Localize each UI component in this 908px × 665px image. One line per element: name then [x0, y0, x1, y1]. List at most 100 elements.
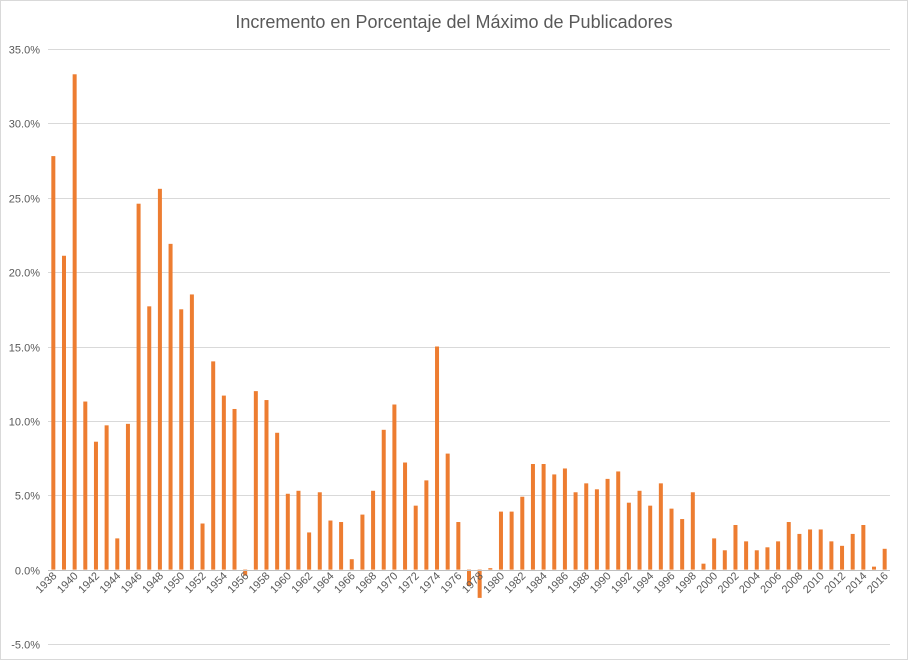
bar-1988 — [584, 483, 589, 570]
x-tick-label: 2002 — [716, 570, 742, 596]
x-tick-label: 1986 — [545, 570, 571, 596]
bar-1991 — [616, 471, 621, 570]
x-tick-label: 1946 — [119, 570, 145, 596]
bar-1994 — [648, 505, 653, 570]
bar-2003 — [744, 541, 749, 570]
bar-1964 — [328, 520, 333, 570]
x-tick-label: 1942 — [76, 570, 102, 596]
bar-1975 — [445, 453, 450, 570]
bar-2015 — [872, 566, 877, 570]
x-tick-label: 1992 — [609, 570, 635, 596]
x-tick-label: 2008 — [780, 570, 806, 596]
bar-2000 — [712, 538, 717, 570]
bar-1957 — [253, 391, 258, 570]
bar-1943 — [104, 425, 109, 570]
bar-1984 — [541, 464, 546, 570]
bar-1969 — [381, 429, 386, 570]
bar-2011 — [829, 541, 834, 570]
bar-1945 — [125, 423, 130, 570]
bar-1941 — [83, 401, 88, 570]
bar-1947 — [147, 306, 152, 570]
bar-1953 — [211, 361, 216, 570]
x-tick-label: 2006 — [758, 570, 784, 596]
bar-1966 — [349, 559, 354, 570]
x-tick-label: 1952 — [183, 570, 209, 596]
x-tick-label: 1974 — [417, 570, 443, 596]
gridlines — [48, 49, 890, 645]
bar-1973 — [424, 480, 429, 570]
bar-1944 — [115, 538, 120, 570]
x-tick-label: 1994 — [631, 570, 657, 596]
y-tick-label: 0.0% — [15, 566, 40, 578]
bar-1976 — [456, 522, 461, 570]
bar-1968 — [371, 490, 376, 570]
x-tick-label: 1966 — [332, 570, 358, 596]
bar-1981 — [509, 511, 514, 570]
x-tick-label: 2004 — [737, 570, 763, 596]
x-tick-label: 2010 — [801, 570, 827, 596]
x-tick-label: 1944 — [98, 570, 124, 596]
bar-2008 — [797, 533, 802, 570]
bar-2007 — [786, 522, 791, 570]
bar-1989 — [594, 489, 599, 570]
x-tick-label: 1964 — [311, 570, 337, 596]
bar-1938 — [51, 156, 56, 570]
bar-2009 — [808, 529, 813, 570]
bar-1977 — [467, 569, 471, 586]
bar-1946 — [136, 203, 141, 570]
x-tick-label: 1948 — [140, 570, 166, 596]
bar-2006 — [776, 541, 781, 570]
x-tick-label: 1960 — [268, 570, 294, 596]
bar-1993 — [637, 490, 642, 570]
x-tick-label: 2012 — [822, 570, 848, 596]
bar-1970 — [392, 404, 397, 570]
bar-2014 — [861, 525, 866, 570]
x-tick-label: 1978 — [460, 570, 486, 596]
y-tick-label: 35.0% — [9, 45, 40, 57]
bar-2002 — [733, 525, 738, 570]
bar-1982 — [520, 496, 525, 570]
x-tick-label: 1988 — [567, 570, 593, 596]
bar-1940 — [72, 74, 77, 570]
bar-2001 — [722, 550, 727, 570]
x-tick-label: 1940 — [55, 570, 81, 596]
bar-1950 — [179, 309, 184, 570]
bar-1948 — [157, 188, 162, 570]
x-tick-label: 1998 — [673, 570, 699, 596]
bar-1954 — [221, 395, 226, 570]
bar-1998 — [690, 492, 695, 570]
bar-1985 — [552, 474, 557, 570]
bar-1983 — [530, 464, 535, 570]
x-tick-label: 1950 — [162, 570, 188, 596]
bar-2005 — [765, 547, 770, 570]
x-tick-label: 1962 — [289, 570, 315, 596]
x-tick-label: 1980 — [481, 570, 507, 596]
chart-title: Incremento en Porcentaje del Máximo de P… — [235, 12, 672, 32]
x-tick-label: 1972 — [396, 570, 422, 596]
x-tick-label: 1958 — [247, 570, 273, 596]
bar-1986 — [562, 468, 567, 570]
bar-1979 — [488, 568, 493, 570]
bar-1972 — [413, 505, 418, 570]
bar-1980 — [498, 511, 503, 570]
bar-series — [51, 74, 887, 598]
bar-1999 — [701, 563, 706, 570]
y-tick-label: 15.0% — [9, 343, 40, 355]
x-tick-label: 2014 — [844, 570, 870, 596]
y-tick-label: 30.0% — [9, 119, 40, 131]
bar-2010 — [818, 529, 823, 570]
bar-1990 — [605, 478, 610, 570]
bar-1992 — [626, 502, 631, 570]
bar-1963 — [317, 492, 322, 570]
y-tick-label: -5.0% — [11, 640, 40, 652]
bar-1987 — [573, 492, 578, 570]
x-tick-label: 1982 — [503, 570, 529, 596]
bar-1949 — [168, 243, 173, 570]
bar-1939 — [61, 255, 66, 570]
bar-2013 — [850, 533, 855, 570]
bar-1956 — [243, 569, 248, 576]
bar-1958 — [264, 400, 269, 570]
